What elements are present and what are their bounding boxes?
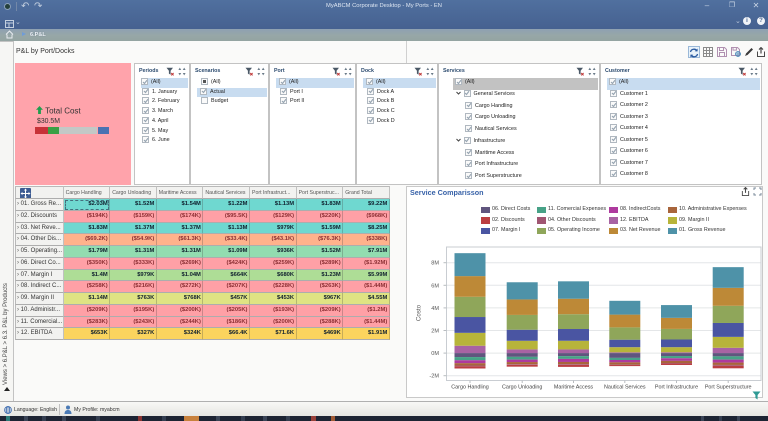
svg-text:8M: 8M: [431, 261, 439, 267]
svg-text:Nautical Services: Nautical Services: [604, 385, 646, 391]
svg-text:Costo: Costo: [416, 304, 423, 321]
svg-text:Cargo Handling: Cargo Handling: [451, 385, 488, 391]
svg-text:4M: 4M: [431, 306, 439, 312]
svg-text:-2M: -2M: [429, 374, 439, 380]
svg-text:Maritime Access: Maritime Access: [554, 385, 594, 391]
svg-text:Port Infrastructure: Port Infrastructure: [655, 385, 698, 391]
svg-text:Cargo Unloading: Cargo Unloading: [502, 385, 542, 391]
svg-text:6M: 6M: [431, 283, 439, 289]
svg-text:Port Superstructure: Port Superstructure: [705, 385, 752, 391]
svg-text:0M: 0M: [431, 351, 439, 357]
svg-text:2M: 2M: [431, 329, 439, 335]
